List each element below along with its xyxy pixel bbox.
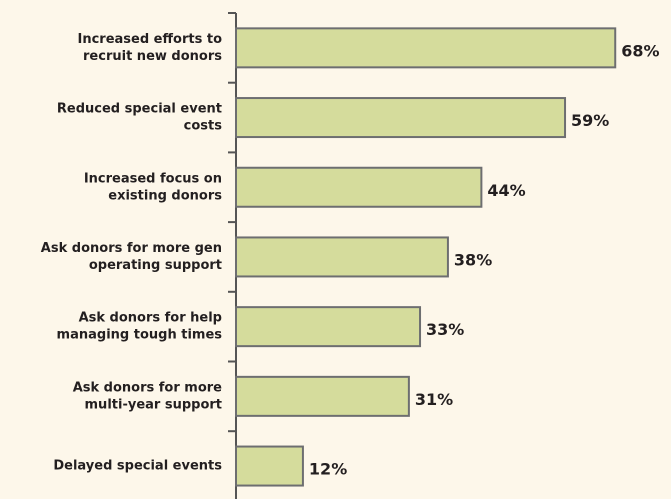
bar: [235, 445, 304, 487]
bar: [235, 306, 422, 348]
value-label: 31%: [415, 390, 453, 409]
category-label: operating support: [89, 258, 222, 273]
value-label: 68%: [621, 41, 659, 60]
category-label: costs: [184, 119, 223, 134]
bar: [235, 236, 449, 278]
category-label: Ask donors for more gen: [41, 241, 222, 256]
value-label: 38%: [454, 250, 492, 269]
category-label: multi-year support: [85, 397, 222, 412]
value-label: 12%: [309, 460, 347, 479]
category-label: Ask donors for more: [73, 380, 222, 395]
value-label: 33%: [426, 320, 464, 339]
value-label: 59%: [571, 111, 609, 130]
category-label: Ask donors for help: [79, 311, 222, 326]
category-label: Increased focus on: [84, 171, 222, 186]
bar: [235, 375, 410, 417]
value-label: 44%: [487, 181, 525, 200]
category-label: Increased efforts to: [78, 32, 223, 47]
category-label: Reduced special event: [57, 102, 222, 117]
bar: [235, 97, 567, 139]
bar: [235, 166, 483, 208]
category-label: existing donors: [108, 188, 222, 203]
category-label: Delayed special events: [53, 459, 222, 474]
category-label: managing tough times: [57, 328, 223, 343]
category-label: recruit new donors: [83, 49, 222, 64]
bar: [235, 27, 617, 69]
